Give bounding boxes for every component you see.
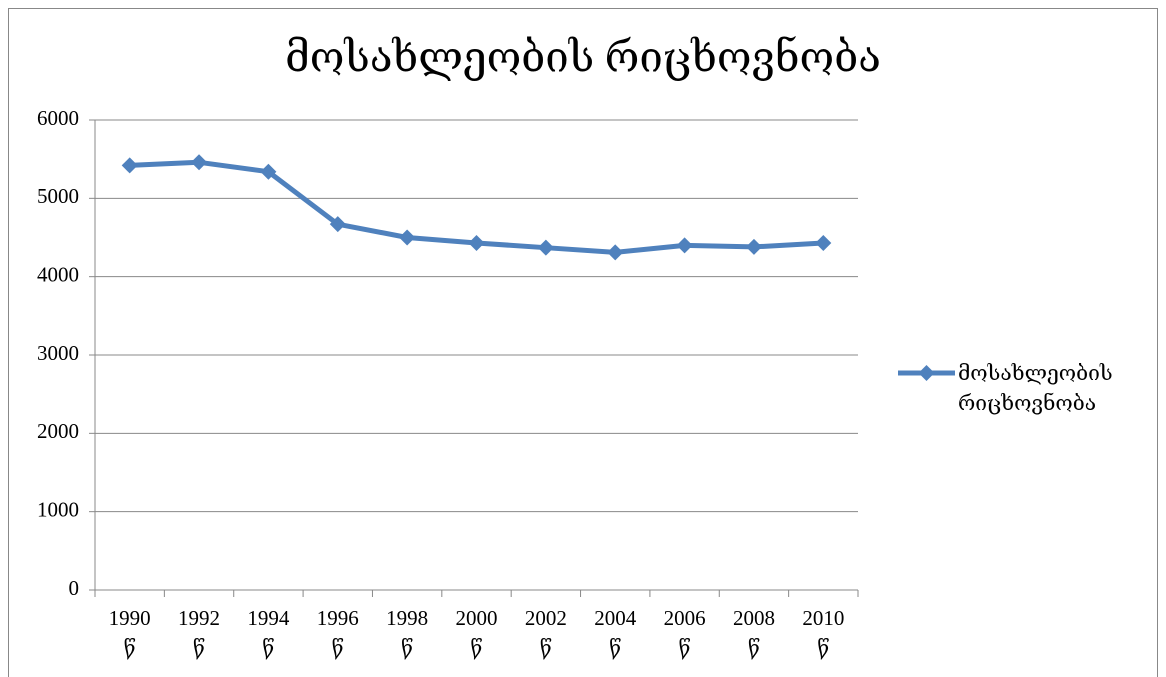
y-tick-label: 2000 [37, 419, 79, 443]
y-tick-label: 6000 [37, 106, 79, 130]
data-marker [121, 157, 138, 174]
x-tick-label: 1996 წ [316, 606, 359, 660]
data-marker [815, 234, 832, 251]
x-tick-label: 2010 წ [802, 606, 845, 660]
y-tick-label: 1000 [37, 497, 79, 521]
data-marker [399, 229, 416, 246]
y-tick-label: 3000 [37, 341, 79, 365]
data-marker [468, 234, 485, 251]
x-tick-label: 1990 წ [108, 606, 151, 660]
data-marker [676, 237, 693, 254]
y-tick-label: 5000 [37, 184, 79, 208]
data-marker [329, 216, 346, 233]
legend-marker [918, 365, 935, 381]
x-tick-label: 2004 წ [594, 606, 637, 660]
chart-border [8, 8, 1158, 677]
data-marker [260, 163, 277, 180]
data-marker [191, 154, 208, 171]
x-tick-label: 1994 წ [247, 606, 290, 660]
x-tick-label: 2002 წ [524, 606, 567, 660]
x-tick-label: 1992 წ [178, 606, 221, 660]
y-tick-label: 4000 [37, 262, 79, 286]
x-tick-label: 2008 წ [732, 606, 775, 660]
x-tick-label: 2006 წ [663, 606, 706, 660]
legend-label: მოსახლეობის რიცხოვნობა [958, 361, 1113, 415]
data-marker [607, 244, 624, 261]
chart-title: მოსახლეობის რიცხოვნობა [285, 36, 881, 82]
data-marker [745, 238, 762, 255]
x-tick-label: 2000 წ [455, 606, 498, 660]
data-marker [537, 239, 554, 256]
x-tick-label: 1998 წ [386, 606, 429, 660]
y-tick-label: 0 [69, 576, 80, 600]
